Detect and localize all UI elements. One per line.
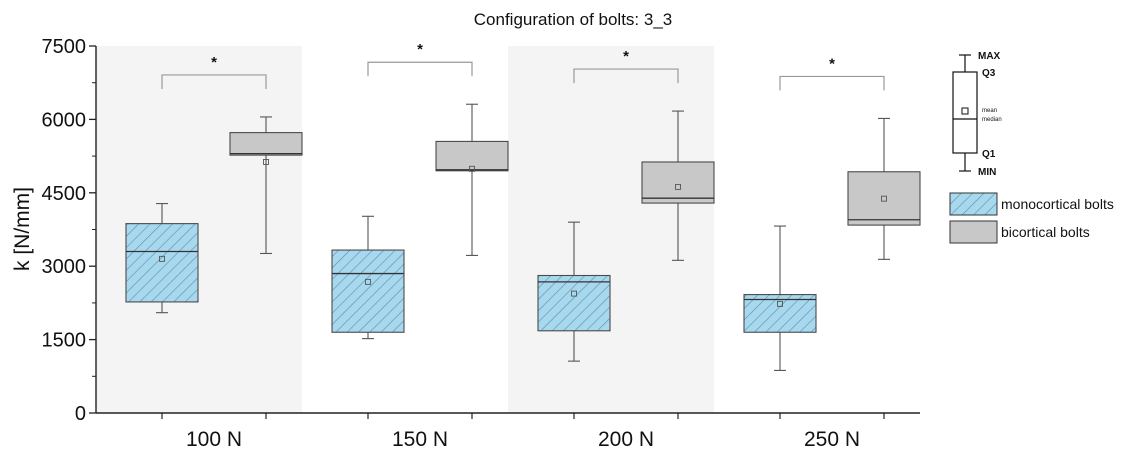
box-monocortical-150-N [331, 215, 405, 340]
x-tick-label: 250 N [804, 428, 860, 451]
legend: monocortical bolts bicortical bolts [949, 192, 1114, 244]
key-label-median: median [982, 117, 1002, 123]
box-bicortical-250-N [847, 117, 921, 260]
box-monocortical-250-N [743, 225, 817, 371]
box-iqr [229, 132, 303, 156]
significance-bracket: * [573, 48, 679, 84]
key-label-min: MIN [978, 167, 996, 178]
mean-marker [263, 159, 269, 165]
y-tick-label: 1500 [42, 330, 87, 352]
legend-key: MAX Q3 mean median Q1 MIN [952, 51, 1002, 178]
key-label-max: MAX [978, 51, 1001, 62]
mean-marker [777, 300, 783, 307]
bracket-line [161, 74, 267, 89]
key-label-mean: mean [982, 108, 997, 114]
y-axis-label: k [N/mm] [11, 187, 34, 271]
significance-bracket: * [367, 41, 473, 77]
legend-swatch-1 [949, 220, 998, 244]
box-bicortical-150-N [435, 103, 509, 256]
boxes: 100 N * 150 N * 200 N * 250 N * [125, 41, 921, 451]
bracket-line [779, 75, 885, 91]
mean-marker [365, 278, 371, 285]
key-box [952, 71, 978, 154]
key-label-q3: Q3 [982, 68, 996, 79]
box-monocortical-200-N [537, 221, 611, 362]
bracket-line [367, 61, 473, 77]
chart-title: Configuration of bolts: 3_3 [474, 10, 672, 29]
significance-star: * [829, 55, 835, 72]
mean-marker [675, 183, 681, 190]
key-mean [961, 107, 969, 115]
box-iqr [125, 223, 199, 303]
y-tick-label: 6000 [42, 109, 87, 131]
box-bicortical-200-N [641, 110, 715, 261]
bracket-line [573, 68, 679, 84]
y-tick-label: 0 [75, 403, 86, 425]
x-tick-label: 200 N [598, 428, 654, 451]
box-monocortical-100-N [125, 203, 199, 314]
y-tick-label: 4500 [42, 183, 87, 205]
box-iqr [743, 294, 817, 333]
significance-star: * [211, 54, 217, 71]
box-bicortical-100-N [229, 116, 303, 255]
mean-marker [159, 255, 165, 262]
mean-marker [881, 195, 887, 202]
axes: 0 1500 3000 4500 6000 7500 [42, 36, 920, 425]
key-label-q1: Q1 [982, 149, 996, 160]
shaded-group-200-N [508, 46, 714, 413]
box-iqr [641, 161, 715, 204]
mean-marker [571, 290, 577, 297]
box-iqr [537, 274, 611, 332]
significance-star: * [623, 48, 629, 65]
significance-bracket: * [161, 54, 267, 89]
y-tick-label: 3000 [42, 256, 87, 278]
legend-label-0: monocortical bolts [1001, 196, 1114, 212]
group-shading [96, 46, 714, 413]
box-iqr [331, 249, 405, 333]
x-tick-label: 100 N [186, 428, 242, 451]
legend-label-1: bicortical bolts [1001, 224, 1090, 240]
y-tick-label: 7500 [42, 36, 87, 58]
x-tick-label: 150 N [392, 428, 448, 451]
box-iqr [847, 171, 921, 226]
significance-star: * [417, 41, 423, 58]
significance-bracket: * [779, 55, 885, 91]
legend-swatch-0 [949, 192, 998, 216]
mean-marker [469, 165, 475, 172]
